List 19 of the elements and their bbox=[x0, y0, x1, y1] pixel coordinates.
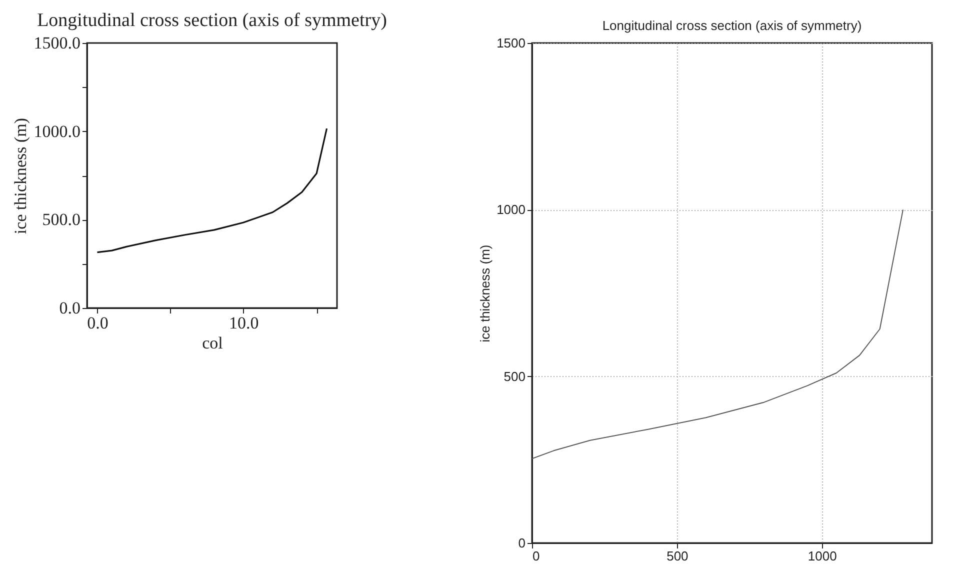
y-tick-label: 500 bbox=[504, 368, 526, 384]
x-tick-label: 0 bbox=[532, 548, 540, 564]
line-series bbox=[532, 209, 904, 460]
y-axis-title: ice thickness (m) bbox=[478, 244, 493, 342]
chart-title: Longitudinal cross section (axis of symmetry) bbox=[602, 18, 862, 33]
y-tick-label: 0 bbox=[518, 536, 526, 550]
x-axis-title: col bbox=[202, 334, 224, 352]
x-tick-label: 10.0 bbox=[229, 314, 259, 332]
y-tick-label: 1500.0 bbox=[34, 34, 80, 52]
chart-title: Longitudinal cross section (axis of symmetry) bbox=[37, 10, 387, 31]
y-tick-label: 0.0 bbox=[59, 298, 80, 318]
y-axis-title: ice thickness (m) bbox=[10, 118, 30, 234]
line-series bbox=[96, 128, 328, 254]
x-tick-label: 1000 bbox=[808, 548, 837, 564]
y-tick-label: 1000 bbox=[496, 202, 526, 218]
x-tick-label: 500 bbox=[666, 548, 688, 564]
y-tick-label: 1000.0 bbox=[34, 122, 80, 141]
y-tick-label: 500.0 bbox=[42, 210, 80, 230]
y-tick-label: 1500 bbox=[496, 36, 526, 50]
